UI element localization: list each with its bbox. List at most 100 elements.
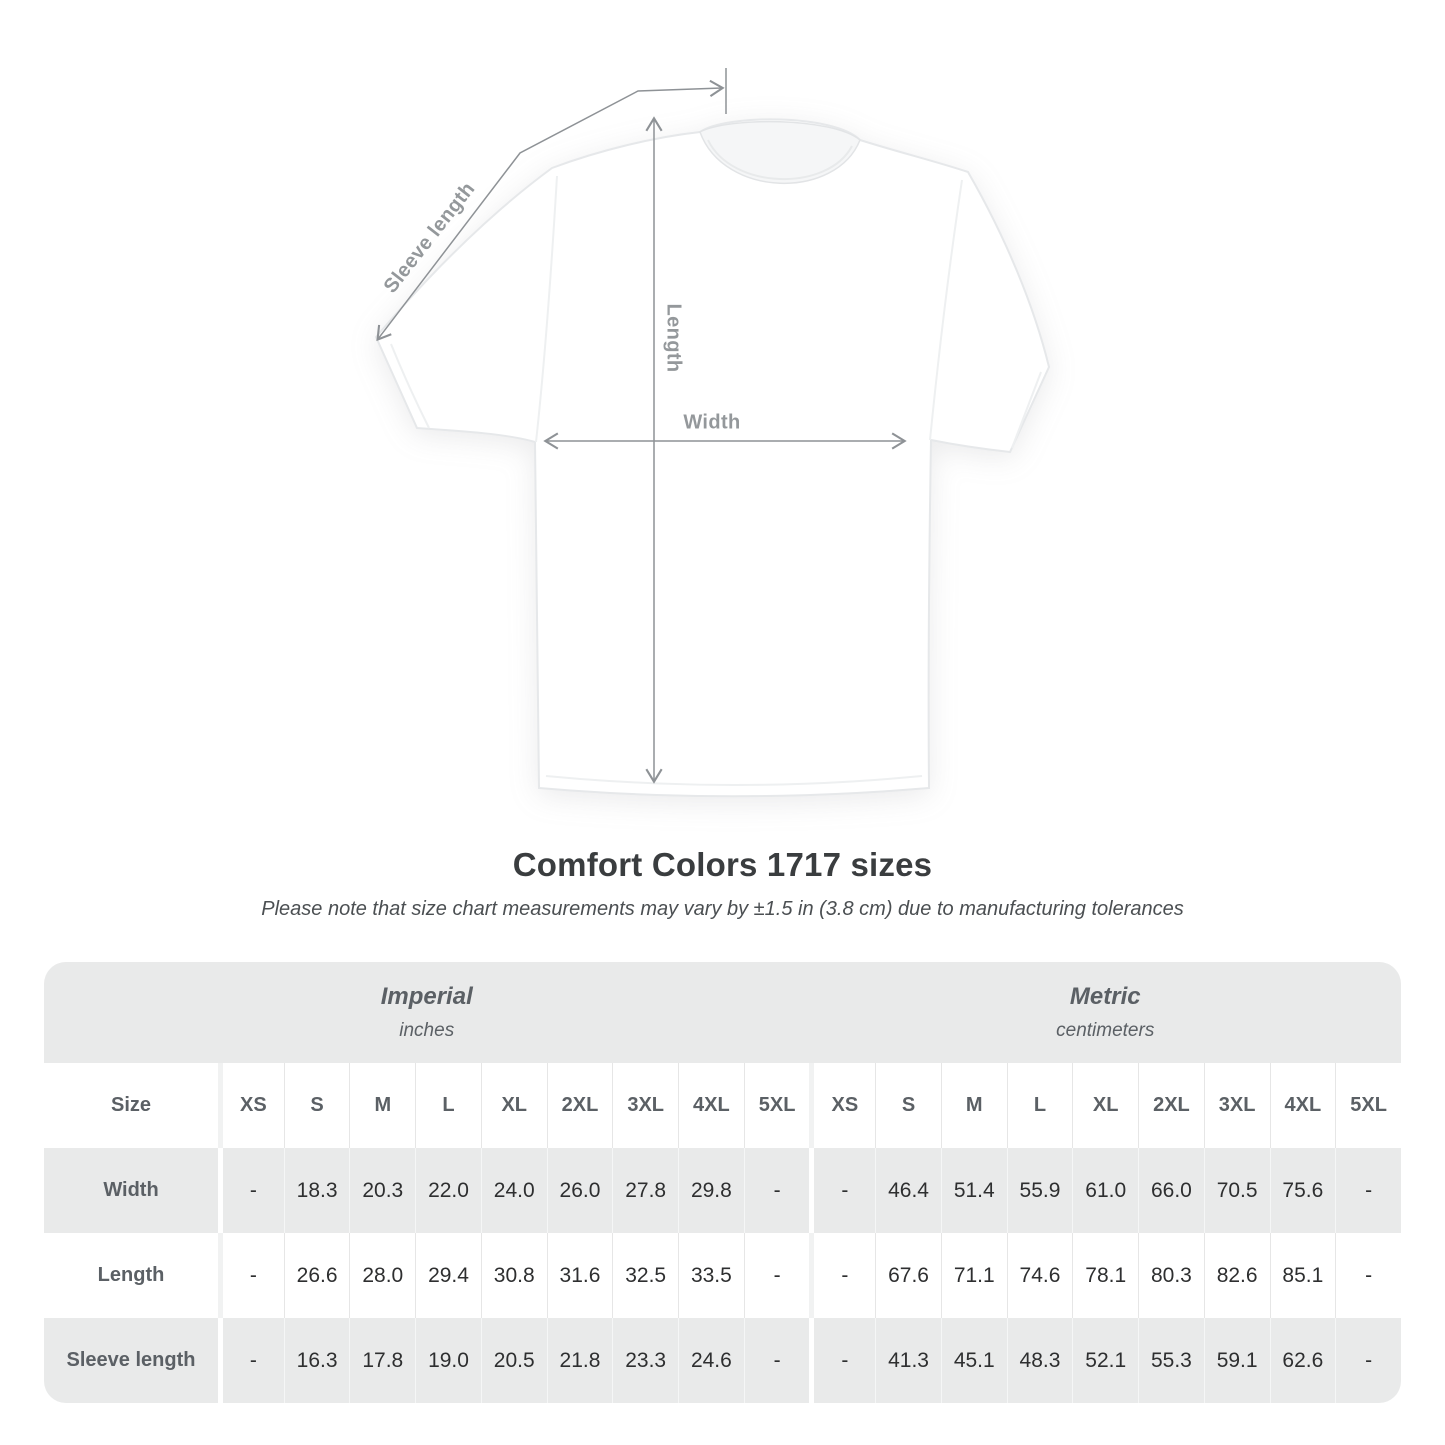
sleeve-length-row-label: Sleeve length: [44, 1318, 218, 1403]
size-col-metric-xs: XS: [809, 1063, 876, 1148]
table-cell: -: [809, 1148, 876, 1233]
table-cell: 61.0: [1072, 1148, 1139, 1233]
table-cell: 33.5: [678, 1233, 744, 1318]
size-col-imperial-l: L: [415, 1063, 481, 1148]
size-col-imperial-3xl: 3XL: [612, 1063, 679, 1148]
size-header: Size: [44, 1063, 218, 1148]
size-col-imperial-5xl: 5XL: [743, 1063, 810, 1148]
sizes-header-row: Size XS S M L XL 2XL 3XL 4XL 5XL XS S M L XL 2XL 3XL 4XL…: [44, 1063, 1401, 1148]
table-cell: 67.6: [875, 1233, 941, 1318]
metric-band: Metric centimeters: [809, 962, 1401, 1063]
metric-band-subtitle: centimeters: [1056, 1020, 1155, 1041]
tshirt-hem-seam: [545, 775, 923, 786]
table-cell: -: [218, 1318, 284, 1403]
table-cell: 75.6: [1269, 1148, 1336, 1233]
size-col-metric-l: L: [1006, 1063, 1073, 1148]
table-cell: 45.1: [940, 1318, 1007, 1403]
table-cell: 55.9: [1006, 1148, 1073, 1233]
tshirt-collar: [699, 120, 861, 184]
width-label: Width: [683, 411, 741, 434]
size-col-imperial-4xl: 4XL: [678, 1063, 744, 1148]
table-cell: 23.3: [612, 1318, 679, 1403]
unit-band-row: Imperial inches Metric centimeters: [44, 962, 1401, 1063]
size-col-imperial-xs: XS: [218, 1063, 284, 1148]
size-col-metric-5xl: 5XL: [1335, 1063, 1401, 1148]
table-cell: 74.6: [1006, 1233, 1073, 1318]
size-col-metric-4xl: 4XL: [1269, 1063, 1336, 1148]
table-cell: 26.6: [283, 1233, 350, 1318]
size-col-imperial-xl: XL: [480, 1063, 547, 1148]
size-col-metric-m: M: [940, 1063, 1007, 1148]
tshirt-illustration: [374, 118, 1051, 798]
imperial-band-subtitle: inches: [399, 1020, 455, 1041]
length-row: Length -26.6 28.0 29.4 30.8 31.6 32.5 33.5- -67…: [44, 1233, 1401, 1318]
table-cell: 30.8: [480, 1233, 547, 1318]
metric-band-title: Metric: [1069, 983, 1141, 1010]
tshirt-left-cuff-seam: [390, 343, 430, 429]
table-cell: -: [1335, 1318, 1401, 1403]
size-col-imperial-2xl: 2XL: [546, 1063, 613, 1148]
table-cell: -: [1335, 1233, 1401, 1318]
table-cell: 20.3: [349, 1148, 416, 1233]
table-cell: -: [743, 1148, 810, 1233]
table-cell: -: [218, 1148, 284, 1233]
table-cell: 32.5: [612, 1233, 679, 1318]
imperial-band: Imperial inches: [44, 962, 810, 1063]
table-cell: 85.1: [1269, 1233, 1336, 1318]
imperial-band-title: Imperial: [380, 983, 473, 1010]
table-cell: 18.3: [283, 1148, 350, 1233]
table-cell: 31.6: [546, 1233, 613, 1318]
table-cell: -: [218, 1233, 284, 1318]
table-cell: 24.6: [678, 1318, 744, 1403]
table-cell: 66.0: [1138, 1148, 1204, 1233]
table-cell: 70.5: [1203, 1148, 1270, 1233]
page-title: Comfort Colors 1717 sizes: [512, 846, 933, 883]
table-cell: 80.3: [1138, 1233, 1204, 1318]
length-row-label: Length: [44, 1233, 218, 1318]
table-cell: 51.4: [940, 1148, 1007, 1233]
table-cell: 22.0: [415, 1148, 481, 1233]
table-cell: 78.1: [1072, 1233, 1139, 1318]
width-row-label: Width: [44, 1148, 218, 1233]
table-cell: 29.8: [678, 1148, 744, 1233]
table-cell: -: [743, 1233, 810, 1318]
table-cell: -: [743, 1318, 810, 1403]
table-cell: 41.3: [875, 1318, 941, 1403]
tshirt-body: [374, 118, 1051, 798]
table-cell: -: [1335, 1148, 1401, 1233]
table-cell: 59.1: [1203, 1318, 1270, 1403]
table-cell: 62.6: [1269, 1318, 1336, 1403]
size-col-metric-3xl: 3XL: [1203, 1063, 1270, 1148]
sleeve-length-row: Sleeve length -16.3 17.8 19.0 20.5 21.8 23.3 2…: [44, 1318, 1401, 1403]
table-cell: 71.1: [940, 1233, 1007, 1318]
size-col-metric-s: S: [875, 1063, 941, 1148]
table-cell: 17.8: [349, 1318, 416, 1403]
size-col-metric-2xl: 2XL: [1138, 1063, 1204, 1148]
size-table: Imperial inches Metric centimeters Size …: [44, 962, 1401, 1403]
table-cell: -: [809, 1233, 876, 1318]
table-cell: 52.1: [1072, 1318, 1139, 1403]
table-cell: 46.4: [875, 1148, 941, 1233]
table-cell: 20.5: [480, 1318, 547, 1403]
tshirt-right-armhole-seam: [929, 179, 963, 441]
table-cell: -: [809, 1318, 876, 1403]
table-cell: 27.8: [612, 1148, 679, 1233]
width-row: Width -18.3 20.3 22.0 24.0 26.0 27.8 29.8- -46.…: [44, 1148, 1401, 1233]
table-cell: 82.6: [1203, 1233, 1270, 1318]
size-col-imperial-m: M: [349, 1063, 416, 1148]
table-cell: 21.8: [546, 1318, 613, 1403]
shirt-measurement-diagram: [374, 68, 1051, 798]
table-cell: 26.0: [546, 1148, 613, 1233]
table-cell: 24.0: [480, 1148, 547, 1233]
tshirt-right-cuff-seam: [1011, 371, 1042, 449]
table-cell: 19.0: [415, 1318, 481, 1403]
size-table-container: Imperial inches Metric centimeters Size …: [44, 962, 1401, 1403]
table-cell: 28.0: [349, 1233, 416, 1318]
sleeve-length-arrow: [376, 79, 725, 342]
table-cell: 48.3: [1006, 1318, 1073, 1403]
table-cell: 16.3: [283, 1318, 350, 1403]
size-col-metric-xl: XL: [1072, 1063, 1139, 1148]
length-label: Length: [662, 303, 685, 373]
measurement-arrows: [376, 68, 907, 784]
